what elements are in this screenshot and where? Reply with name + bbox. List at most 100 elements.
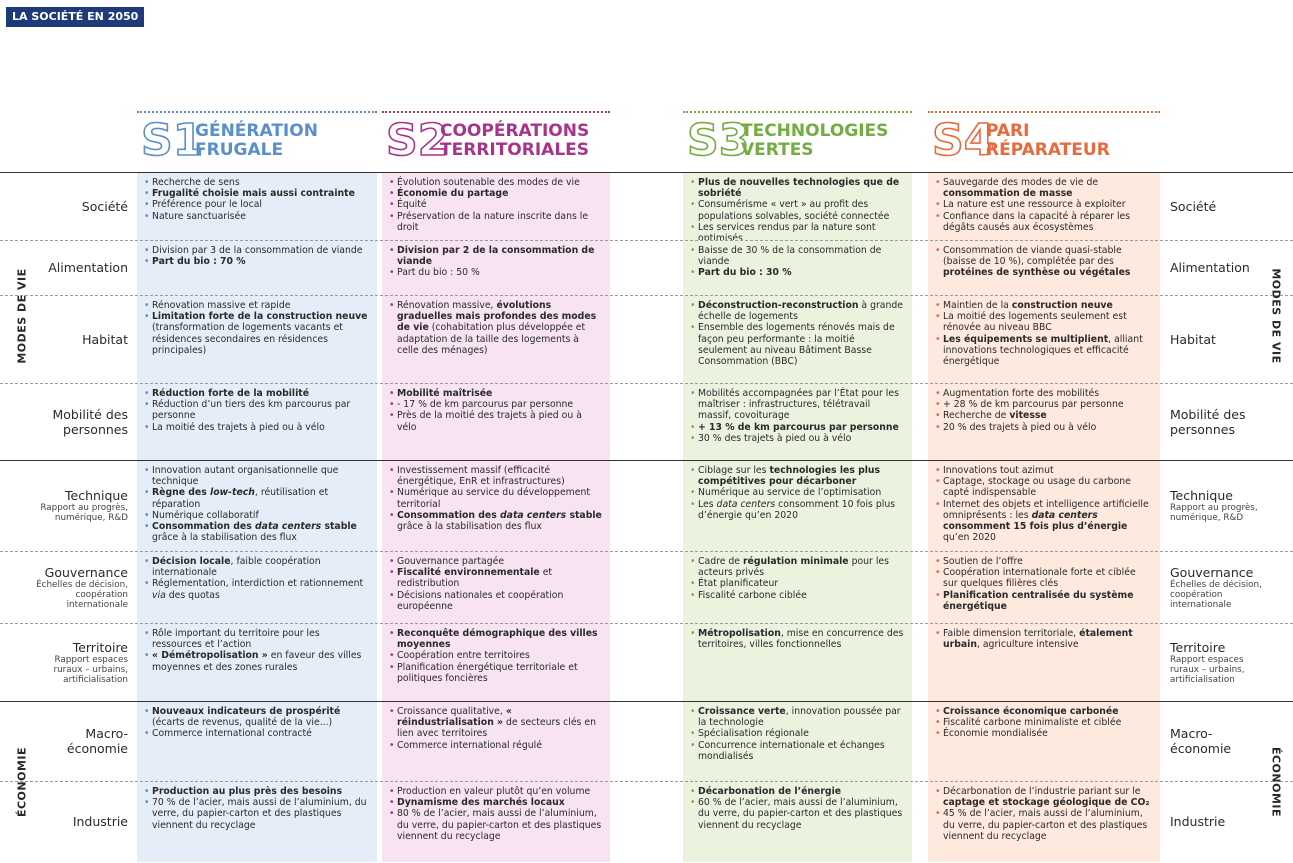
bullet-list: Recherche de sensFrugalité choisie mais … xyxy=(144,177,370,222)
scenario-cell: Mobilités accompagnées par l’État pour l… xyxy=(683,383,912,460)
text: La moitié des trajets à pied ou à vélo xyxy=(152,421,325,433)
bullet-list: Innovation autant organisationnelle que … xyxy=(144,465,370,543)
bullet: Métropolisation, mise en concurrence des… xyxy=(690,628,905,650)
bullet-list: Sauvegarde des modes de vie de consommat… xyxy=(935,177,1153,233)
row-separator xyxy=(0,623,1293,624)
bullet: Baisse de 30 % de la consommation de via… xyxy=(690,245,905,267)
scenario-cell: Croissance qualitative, « réindustrialis… xyxy=(382,701,610,781)
scenario-cell: Mobilité maîtrisée- 17 % de km parcourus… xyxy=(382,383,610,460)
text: Numérique collaboratif xyxy=(152,509,259,521)
bullet: Rénovation massive et rapide xyxy=(144,300,370,311)
scenario-name-line: RÉPARATEUR xyxy=(986,140,1110,160)
row-label: Gouvernance Échelles de décision, coopéra… xyxy=(30,551,128,623)
bullet: Rénovation massive, évolutions graduelle… xyxy=(389,300,603,356)
row-label: Industrie xyxy=(30,781,128,862)
scenario-name: COOPÉRATIONS TERRITORIALES xyxy=(440,122,589,160)
text: Réglementation, interdiction et rationne… xyxy=(152,578,364,590)
row-title: Technique xyxy=(1170,488,1233,503)
text: Baisse de 30 % de la consommation de via… xyxy=(698,245,882,268)
bullet: « Démétropolisation » en faveur des vill… xyxy=(144,650,370,672)
bullet-list: Gouvernance partagéeFiscalité environnem… xyxy=(389,556,603,612)
scenario-name-line: TERRITORIALES xyxy=(440,140,590,160)
text: Cadre de xyxy=(698,556,743,567)
bullet-list: Investissement massif (efficacité énergé… xyxy=(389,465,603,532)
scenario-cell: Faible dimension territoriale, étalement… xyxy=(928,623,1160,701)
bullet-list: Métropolisation, mise en concurrence des… xyxy=(690,628,905,650)
row-separator xyxy=(0,240,1293,241)
scenario-cell: Réduction forte de la mobilitéRéduction … xyxy=(137,383,377,460)
row-label: Société xyxy=(1170,172,1270,240)
row-title: Technique xyxy=(65,488,128,503)
scenario-cell: Décision locale, faible coopération inte… xyxy=(137,551,377,623)
bullet: Spécialisation régionale xyxy=(690,728,905,739)
bullet: Les équipements se multiplient, alliant … xyxy=(935,334,1153,368)
row-sublabel: Échelles de décision, coopération intern… xyxy=(1170,579,1262,610)
row-title: Société xyxy=(81,198,128,214)
text: Ensemble des logements rénovés mais de f… xyxy=(698,322,895,368)
bullet: Production en valeur plutôt qu’en volume xyxy=(389,786,603,797)
text: Consommation de viande quasi-stable (bai… xyxy=(943,245,1122,268)
row-label: Macro-économie xyxy=(1170,701,1270,781)
bullet: Faible dimension territoriale, étalement… xyxy=(935,628,1153,650)
bullet: Ensemble des logements rénovés mais de f… xyxy=(690,322,905,367)
text: Rénovation massive et rapide xyxy=(152,300,291,311)
text: Préservation de la nature inscrite dans … xyxy=(397,210,589,233)
scenario-cell: Croissance verte, innovation poussée par… xyxy=(683,701,912,781)
bullet: Recherche de vitesse xyxy=(935,410,1153,421)
bold-text: construction neuve xyxy=(1011,300,1113,311)
scenario-cell: Consommation de viande quasi-stable (bai… xyxy=(928,240,1160,295)
row-title: Société xyxy=(1170,198,1217,214)
text: 80 % de l’acier, mais aussi de l’alumini… xyxy=(397,808,602,842)
scenario-cell: Division par 2 de la consommation de via… xyxy=(382,240,610,295)
text: Commerce international régulé xyxy=(397,739,542,751)
bullet-list: Consommation de viande quasi-stable (bai… xyxy=(935,245,1153,279)
bold-text: Part du bio : 70 % xyxy=(152,256,246,268)
bullet: 30 % des trajets à pied ou à vélo xyxy=(690,433,905,444)
text: (cohabitation plus développée et adaptat… xyxy=(397,322,586,356)
text: Soutien de l’offre xyxy=(943,556,1023,567)
row-separator xyxy=(0,551,1293,552)
text: Numérique au service du développement te… xyxy=(397,487,590,510)
bullet: + 13 % de km parcourus par personne xyxy=(690,422,905,433)
row-label: Gouvernance Échelles de décision, coopéra… xyxy=(1170,551,1270,623)
bullet: Consommation des data centers stable grâ… xyxy=(144,521,370,543)
text: Les services rendus par la nature sont o… xyxy=(698,221,876,240)
scenario-code: S1 xyxy=(140,115,204,167)
text: Préférence pour le local xyxy=(152,199,262,211)
bold-text: Décision locale xyxy=(152,556,231,567)
bullet: Rôle important du territoire pour les re… xyxy=(144,628,370,650)
bullet: Croissance économique carbonée xyxy=(935,706,1153,717)
bullet: Numérique collaboratif xyxy=(144,510,370,521)
scenario-cell: Production en valeur plutôt qu’en volume… xyxy=(382,781,610,862)
bullet: Équité xyxy=(389,199,603,210)
row-label: Mobilité des personnes xyxy=(1170,383,1270,460)
bullet-list: Division par 3 de la consommation de via… xyxy=(144,245,370,268)
row-sublabel: Échelles de décision, coopération intern… xyxy=(36,579,128,610)
text: à grande échelle de logements xyxy=(698,300,904,323)
scenario-cell: Métropolisation, mise en concurrence des… xyxy=(683,623,912,701)
row-separator xyxy=(0,781,1293,782)
bullet: Fiscalité carbone ciblée xyxy=(690,590,905,601)
row-title: Macro-économie xyxy=(1170,726,1232,756)
scenario-decoration xyxy=(137,111,377,113)
text: Spécialisation régionale xyxy=(698,728,809,740)
text: grâce à la stabilisation des flux xyxy=(397,521,542,533)
bold-italic-text: data centers xyxy=(1031,509,1098,521)
scenario-cell: Innovations tout azimutCaptage, stockage… xyxy=(928,460,1160,551)
bold-text: Les équipements se multiplient xyxy=(943,333,1109,345)
section-label: MODES DE VIE xyxy=(15,268,29,364)
text: Décisions nationales et coopération euro… xyxy=(397,589,564,612)
scenario-cell: Évolution soutenable des modes de vieÉco… xyxy=(382,172,610,240)
row-title: Gouvernance xyxy=(44,564,128,580)
scenario-name-line: FRUGALE xyxy=(195,140,284,160)
scenario-name: GÉNÉRATION FRUGALE xyxy=(195,122,318,160)
bold-italic-text: data centers xyxy=(255,521,322,533)
bullet-list: Décarbonation de l’énergie60 % de l’acie… xyxy=(690,786,905,831)
bold-text: Division par 2 de la consommation de via… xyxy=(397,245,595,268)
bold-text: Croissance économique carbonée xyxy=(943,706,1119,717)
bold-text: Décarbonation de l’énergie xyxy=(698,786,842,797)
bullet-list: Baisse de 30 % de la consommation de via… xyxy=(690,245,905,279)
text: La moitié des logements seulement est ré… xyxy=(943,311,1127,334)
scenario-cell: Décarbonation de l’énergie60 % de l’acie… xyxy=(683,781,912,862)
